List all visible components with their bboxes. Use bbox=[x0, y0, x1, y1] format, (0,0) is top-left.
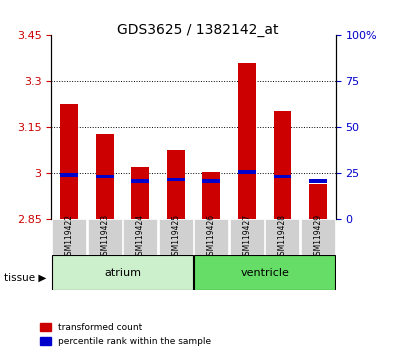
Bar bbox=[202, 172, 220, 219]
FancyBboxPatch shape bbox=[301, 219, 335, 255]
Text: GSM119422: GSM119422 bbox=[65, 214, 73, 260]
Bar bbox=[238, 63, 256, 219]
Bar bbox=[274, 110, 292, 219]
Bar bbox=[167, 178, 184, 182]
FancyBboxPatch shape bbox=[52, 255, 193, 290]
Bar bbox=[238, 170, 256, 174]
Legend: transformed count, percentile rank within the sample: transformed count, percentile rank withi… bbox=[36, 320, 214, 349]
Text: GSM119423: GSM119423 bbox=[100, 214, 109, 260]
Text: tissue ▶: tissue ▶ bbox=[4, 273, 46, 283]
Text: atrium: atrium bbox=[104, 268, 141, 278]
FancyBboxPatch shape bbox=[88, 219, 122, 255]
FancyBboxPatch shape bbox=[159, 219, 193, 255]
Bar bbox=[167, 150, 184, 219]
FancyBboxPatch shape bbox=[265, 219, 299, 255]
Text: GSM119427: GSM119427 bbox=[243, 214, 251, 260]
FancyBboxPatch shape bbox=[230, 219, 264, 255]
Bar bbox=[131, 167, 149, 219]
Bar bbox=[96, 133, 114, 219]
Text: GSM119424: GSM119424 bbox=[136, 214, 145, 260]
Bar bbox=[60, 104, 78, 219]
Text: GDS3625 / 1382142_at: GDS3625 / 1382142_at bbox=[117, 23, 278, 37]
Text: ventricle: ventricle bbox=[240, 268, 289, 278]
Bar bbox=[202, 179, 220, 183]
Text: GSM119429: GSM119429 bbox=[314, 214, 322, 260]
Bar bbox=[309, 184, 327, 219]
Bar bbox=[60, 173, 78, 177]
Bar bbox=[96, 175, 114, 178]
FancyBboxPatch shape bbox=[52, 219, 86, 255]
Bar bbox=[274, 175, 292, 178]
Bar bbox=[131, 179, 149, 183]
FancyBboxPatch shape bbox=[123, 219, 157, 255]
Text: GSM119426: GSM119426 bbox=[207, 214, 216, 260]
FancyBboxPatch shape bbox=[194, 255, 335, 290]
Text: GSM119428: GSM119428 bbox=[278, 214, 287, 260]
Text: GSM119425: GSM119425 bbox=[171, 214, 180, 260]
FancyBboxPatch shape bbox=[194, 219, 228, 255]
Bar bbox=[309, 179, 327, 183]
